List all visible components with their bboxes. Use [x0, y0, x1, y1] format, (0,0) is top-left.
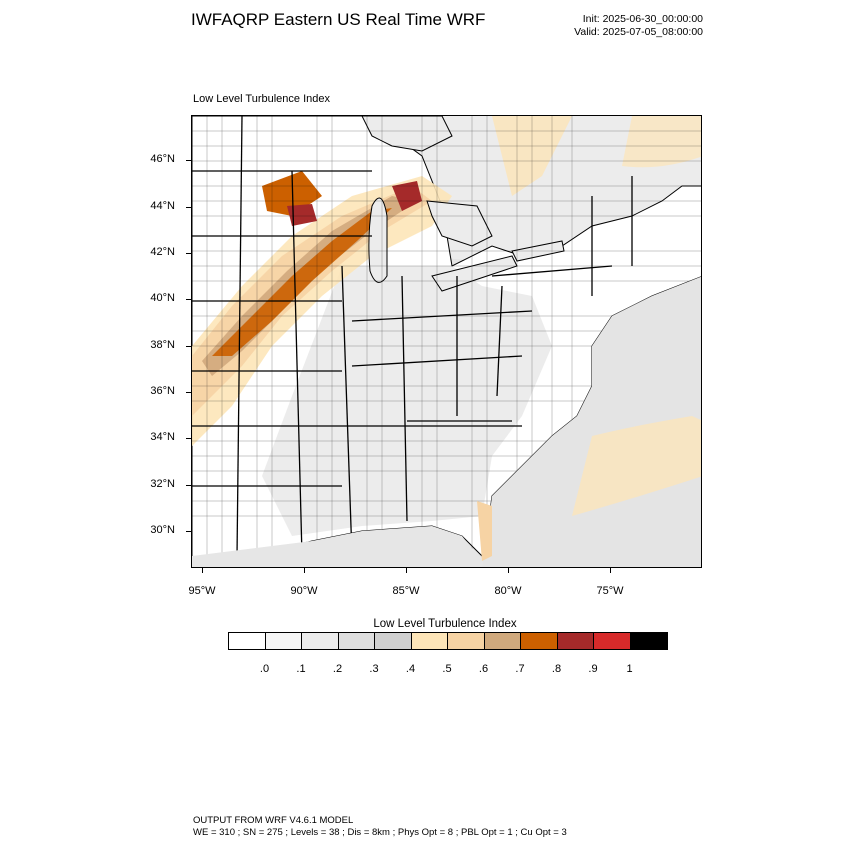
county-grid: [192, 116, 701, 567]
lon-label: 90°W: [290, 585, 318, 597]
lon-tick: [304, 568, 305, 573]
colorbar-swatch: [265, 633, 302, 649]
lat-label: 46°N: [150, 153, 175, 165]
model-info: OUTPUT FROM WRF V4.6.1 MODEL WE = 310 ; …: [193, 815, 567, 839]
lat-label: 34°N: [150, 431, 175, 443]
colorbar-label: .1: [296, 663, 306, 675]
lat-tick: [186, 160, 191, 161]
lat-label: 42°N: [150, 246, 175, 258]
turbulence-peak-wisconsin: [287, 204, 317, 226]
lat-label: 44°N: [150, 200, 175, 212]
turbulence-peak-michigan: [392, 181, 422, 211]
colorbar-swatch: [375, 633, 412, 649]
colorbar-swatch: [521, 633, 558, 649]
lon-label: 95°W: [188, 585, 216, 597]
lat-label: 36°N: [150, 385, 175, 397]
colorbar-swatch: [229, 633, 266, 649]
init-time: Init: 2025-06-30_00:00:00: [582, 13, 703, 25]
time-info: Init: 2025-06-30_00:00:00 Valid: 2025-07…: [574, 13, 703, 39]
colorbar-swatch: [484, 633, 521, 649]
main-title: IWFAQRP Eastern US Real Time WRF: [191, 10, 486, 29]
lon-tick: [610, 568, 611, 573]
colorbar-swatch: [448, 633, 485, 649]
lat-label: 40°N: [150, 292, 175, 304]
lat-tick: [186, 485, 191, 486]
lat-tick: [186, 392, 191, 393]
colorbar-label: .8: [551, 663, 562, 675]
atlantic-turbulence-zone-3: [572, 416, 701, 516]
colorbar-label: .2: [332, 663, 343, 675]
lat-tick: [186, 207, 191, 208]
turbulence-map: [192, 116, 701, 567]
map-frame: [191, 115, 702, 568]
lat-tick: [186, 438, 191, 439]
florida-turbulence: [477, 501, 492, 561]
lake-michigan: [368, 197, 388, 283]
lat-label: 30°N: [150, 524, 175, 536]
colorbar-label: .9: [588, 663, 598, 675]
gulf-mask: [192, 526, 482, 567]
lon-label: 75°W: [596, 585, 624, 597]
model-params: WE = 310 ; SN = 275 ; Levels = 38 ; Dis …: [193, 827, 567, 838]
atlantic-mask: [482, 276, 701, 567]
lat-tick: [186, 346, 191, 347]
lon-tick: [406, 568, 407, 573]
valid-time: Valid: 2025-07-05_08:00:00: [574, 26, 703, 38]
colorbar-swatch: [594, 633, 631, 649]
map-label: Low Level Turbulence Index: [193, 93, 330, 105]
colorbar-swatch: [302, 633, 339, 649]
colorbar-label: .7: [515, 663, 525, 675]
lon-label: 80°W: [494, 585, 522, 597]
lon-tick: [508, 568, 509, 573]
colorbar-title: Low Level Turbulence Index: [373, 618, 517, 630]
model-version: OUTPUT FROM WRF V4.6.1 MODEL: [193, 815, 354, 826]
lon-tick: [202, 568, 203, 573]
colorbar-label: .3: [369, 663, 379, 675]
lat-tick: [186, 299, 191, 300]
state-borders: [192, 116, 633, 557]
colorbar-swatch: [411, 633, 448, 649]
colorbar-label: .0: [259, 663, 270, 675]
lat-label: 38°N: [150, 339, 175, 351]
colorbar-label: .5: [442, 663, 452, 675]
lat-label: 32°N: [150, 478, 175, 490]
colorbar-label: 1: [626, 663, 633, 675]
colorbar: [228, 632, 668, 650]
colorbar-swatch: [630, 633, 667, 649]
colorbar-swatch: [338, 633, 375, 649]
lat-tick: [186, 531, 191, 532]
colorbar-label: .4: [405, 663, 416, 675]
lat-tick: [186, 253, 191, 254]
canada-turbulence-zone-2: [622, 116, 701, 168]
lon-label: 85°W: [392, 585, 420, 597]
colorbar-label: .6: [478, 663, 489, 675]
colorbar-swatch: [557, 633, 594, 649]
